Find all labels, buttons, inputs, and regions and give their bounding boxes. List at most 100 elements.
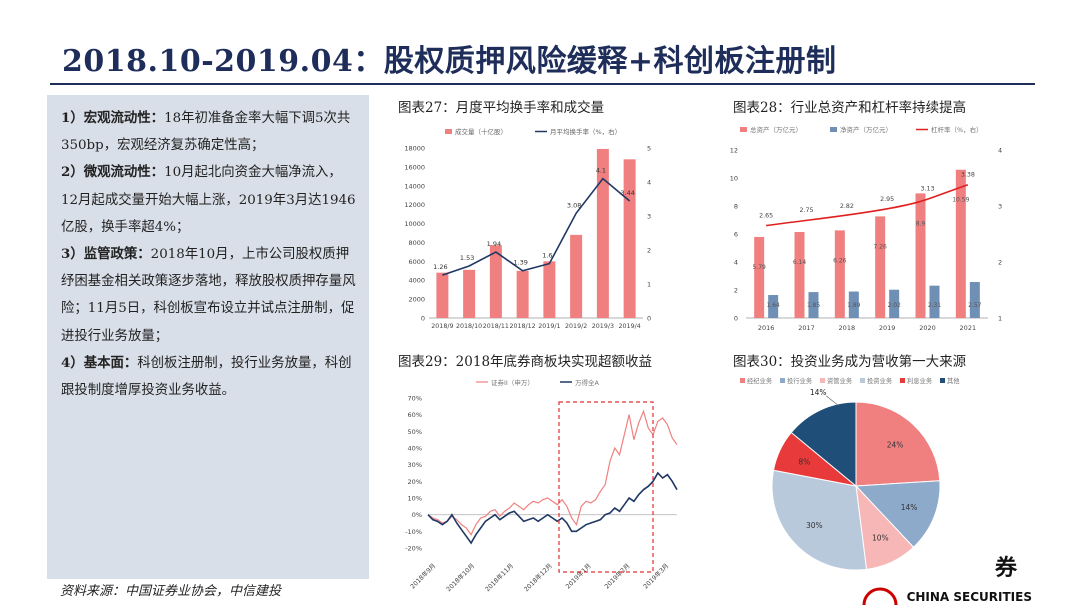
asset-label: 8.9 (916, 220, 926, 227)
line-securities (427, 409, 678, 536)
y2-tick-label: 4 (998, 147, 1002, 155)
y-tick-label: -10% (405, 528, 422, 536)
net-label: 1.64 (766, 302, 780, 309)
title-rule (50, 83, 1035, 85)
pie-label: 8% (798, 458, 810, 467)
legend-volume: 成交量（十亿股） (455, 127, 507, 136)
bar-total-assets (754, 236, 765, 318)
y-tick-label: 10 (730, 175, 738, 183)
legend-item: 投行业务 (787, 376, 813, 385)
bar-net-assets (848, 291, 859, 318)
y2-tick-label: 3 (998, 203, 1002, 211)
bar-total-assets (834, 230, 845, 318)
legend-swatch-net (830, 127, 837, 132)
y2-tick-label: 2 (998, 259, 1002, 267)
y-tick-label: 6000 (408, 258, 425, 266)
logo-sub: CHINA SECURITIES (907, 590, 1032, 604)
data-label: 1.39 (513, 259, 527, 267)
bar-volume (436, 272, 449, 318)
legend-swatch (820, 378, 825, 383)
line-wind-a (427, 471, 678, 545)
y-tick-label: 30% (408, 461, 422, 469)
chart29-title: 图表29：2018年底券商板块实现超额收益 (398, 354, 653, 370)
pie-slice (855, 401, 941, 487)
bar-volume (463, 269, 476, 318)
y-tick-label: 10% (408, 495, 422, 503)
chart30: 24% 14% 10% 30% 8% 14% 经纪业务 投行业务 资管业务 投资业务 利息业务 其他 (740, 376, 960, 571)
bar-volume (596, 148, 609, 318)
y-tick-label: -20% (405, 545, 422, 553)
x-tick-label: 2019/4 (619, 323, 641, 330)
data-label: 1.94 (487, 240, 501, 248)
y-tick-label: 4000 (408, 277, 425, 285)
x-tick-label: 2020 (919, 324, 936, 332)
legend-turnover: 月平均换手率（%，右） (550, 127, 621, 136)
legend-swatch (860, 378, 865, 383)
x-tick-label: 2019/2 (565, 323, 587, 330)
x-tick-label: 2019年2月 (602, 561, 631, 590)
chart30-title: 图表30：投资业务成为营收第一大来源 (733, 354, 967, 370)
y2-tick-label: 3 (647, 213, 651, 221)
net-label: 2.31 (928, 302, 942, 309)
pie-slice (854, 480, 941, 548)
net-label: 1.89 (847, 302, 861, 309)
bar-net-assets (808, 292, 819, 318)
legend-item: 其他 (947, 376, 960, 385)
highlight-frame (558, 401, 654, 573)
legend-item: 投资业务 (867, 376, 893, 385)
net-label: 2.02 (887, 302, 901, 309)
y2-tick-label: 1 (998, 315, 1002, 323)
y-tick-label: 8 (734, 203, 738, 211)
point-4-text: 科创板注册制，投行业务放量，科创跟投制度增厚投资业务收益。 (61, 355, 352, 399)
point-2: 2）微观流动性：10月起北向资金大幅净流入，12月起成交量开始大幅上涨，2019… (61, 159, 357, 241)
pie-label: 14% (901, 503, 918, 512)
legend-swatch (740, 378, 745, 383)
legend-swatch (780, 378, 785, 383)
x-tick-label: 2016 (758, 324, 775, 332)
leverage-label: 2.75 (799, 207, 813, 214)
y2-tick-label: 5 (647, 145, 651, 153)
point-3-text: 2018年10月，上市公司股权质押纾困基金相关政策逐步落地，释放股权质押存量风险… (61, 247, 356, 344)
data-label: 3.08 (567, 201, 581, 209)
x-tick-label: 2019年3月 (641, 561, 670, 590)
x-tick-label: 2019/1 (538, 323, 560, 330)
y-tick-label: 12000 (404, 201, 425, 209)
pie-slice (790, 401, 857, 488)
y-tick-label: 12 (730, 147, 738, 155)
legend-swatch-volume (445, 129, 452, 134)
point-3-label: 3）监管政策： (61, 246, 151, 263)
y-tick-label: 60% (408, 411, 422, 419)
legend-swatch (900, 378, 905, 383)
y-tick-label: 6 (734, 231, 738, 239)
y-tick-label: 50% (408, 428, 422, 436)
logo-emblem (862, 587, 898, 606)
point-2-label: 2）微观流动性： (61, 164, 165, 181)
chart28-title: 图表28：行业总资产和杠杆率持续提高 (733, 100, 967, 116)
logo-mark: 券 (994, 555, 1018, 581)
point-1: 1）宏观流动性：18年初准备金率大幅下调5次共350bp，宏观经济复苏确定性高； (61, 105, 357, 159)
x-tick-label: 2017 (798, 324, 815, 332)
point-3: 3）监管政策：2018年10月，上市公司股权质押纾困基金相关政策逐步落地，释放股… (61, 241, 357, 350)
x-tick-label: 2018年9月 (408, 561, 437, 590)
point-4: 4）基本面：科创板注册制，投行业务放量，科创跟投制度增厚投资业务收益。 (61, 350, 357, 404)
pie-label: 10% (872, 534, 889, 543)
x-tick-label: 2018年10月 (444, 561, 476, 593)
y2-tick-label: 1 (647, 281, 651, 289)
legend-wind-a: 万得全A (575, 378, 600, 387)
bar-total-assets (794, 232, 805, 318)
legend-swatch-assets (740, 127, 747, 132)
y-tick-label: 4 (734, 259, 738, 267)
data-label: 4.1 (596, 167, 606, 175)
point-1-label: 1）宏观流动性： (61, 110, 165, 126)
legend-securities: 证券II（申万） (491, 378, 534, 387)
pie-label: 14% (810, 388, 827, 397)
bar-volume (623, 159, 636, 318)
x-tick-label: 2018/12 (510, 323, 536, 330)
x-tick-label: 2018年11月 (483, 561, 515, 593)
y-tick-label: 2 (734, 287, 738, 295)
x-tick-label: 2021 (960, 324, 977, 332)
y-tick-label: 8000 (408, 239, 425, 247)
bar-volume (489, 245, 502, 318)
point-1-text: 18年初准备金率大幅下调5次共350bp，宏观经济复苏确定性高； (61, 111, 351, 154)
leverage-label: 2.95 (880, 196, 894, 203)
